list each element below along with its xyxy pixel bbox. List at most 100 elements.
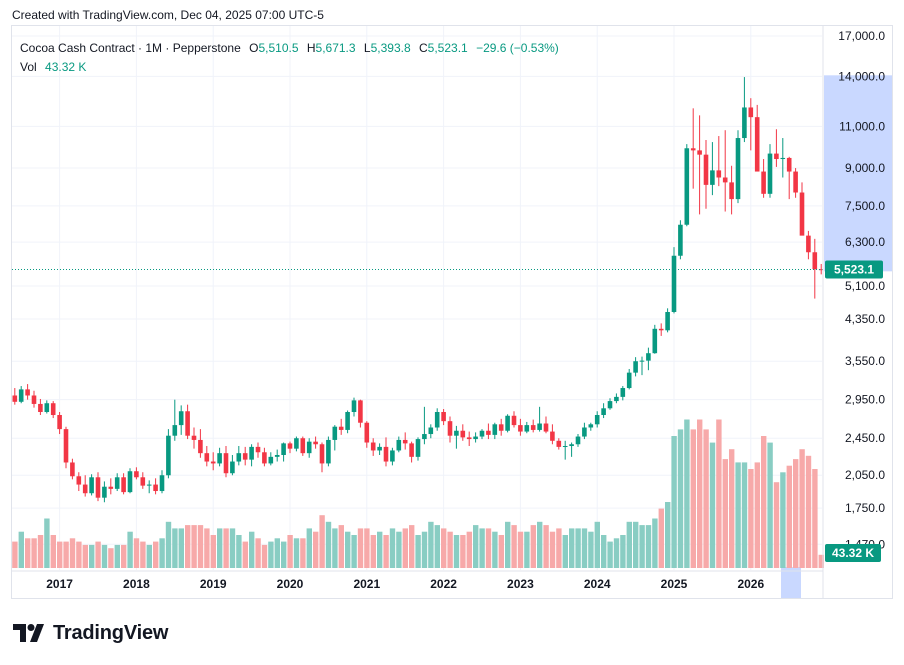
volume-bar <box>505 521 511 568</box>
high-value: 5,671.3 <box>315 41 356 55</box>
volume-bar <box>492 531 498 568</box>
volume-bar <box>633 521 639 568</box>
candle-body <box>780 157 786 160</box>
volume-bar <box>716 419 722 568</box>
close-value: 5,523.1 <box>427 41 468 55</box>
candle-body <box>185 411 190 436</box>
candle-body <box>89 477 94 494</box>
time-axis[interactable]: 2017 2018 2019 2020 2021 2022 2023 2024 2025 2026 <box>12 570 823 591</box>
candle-body <box>646 353 651 361</box>
volume-bar <box>613 538 620 568</box>
ohlc-row: Cocoa Cash Contract · 1M · Pepperstone O… <box>20 39 559 58</box>
candle-body <box>281 443 286 455</box>
candle-body <box>543 423 549 432</box>
candle-body <box>492 424 498 435</box>
candle-body <box>588 424 594 428</box>
candle-body <box>390 450 395 462</box>
candle-body <box>402 439 408 444</box>
volume-key[interactable]: Vol <box>20 60 37 74</box>
volume-bar <box>364 528 370 568</box>
volume-bar <box>735 462 741 568</box>
price-axis-highlight <box>824 75 892 272</box>
y-tick-label: 6,300.0 <box>845 235 885 249</box>
candle-body <box>607 401 613 409</box>
low-value: 5,393.8 <box>370 41 411 55</box>
tradingview-wordmark: TradingView <box>53 621 169 644</box>
volume-bar <box>754 462 760 568</box>
high-key: H <box>306 41 316 55</box>
volume-bar <box>697 419 703 568</box>
volume-bar <box>101 544 108 568</box>
volume-bar <box>44 518 50 568</box>
volume-bar <box>95 541 101 568</box>
volume-bar <box>415 535 421 568</box>
candle-body <box>95 477 101 498</box>
volume-bar <box>89 544 95 568</box>
price-axis[interactable]: 17,000.0 14,000.0 11,000.0 9,000.0 7,500.0 6,… <box>822 26 885 598</box>
volume-bar <box>473 525 479 568</box>
y-tick-label: 11,000.0 <box>839 119 885 133</box>
candle-body <box>326 439 331 464</box>
candle-body <box>793 171 798 193</box>
volume-bar <box>594 521 600 568</box>
volume-bar <box>543 525 549 568</box>
volume-bar <box>447 531 453 568</box>
volume-bar <box>620 535 626 568</box>
candle-body <box>799 192 805 236</box>
volume-bar <box>76 541 82 568</box>
symbol-title[interactable]: Cocoa Cash Contract · 1M · Pepperstone <box>20 41 241 55</box>
volume-bar <box>511 525 517 568</box>
candle-body <box>396 439 402 451</box>
candle-body <box>575 436 581 445</box>
candle-body <box>351 400 357 412</box>
candle-body <box>639 360 645 362</box>
volume-bar <box>722 459 728 568</box>
last-price-badge-bg <box>825 260 883 279</box>
volume-bar <box>748 469 754 568</box>
x-tick-label: 2023 <box>507 577 534 591</box>
candle-body <box>710 170 715 185</box>
candle-body <box>121 477 126 493</box>
volume-bar <box>172 528 178 568</box>
volume-value: 43.32 K <box>45 60 87 74</box>
y-tick-label: 3,550.0 <box>845 354 885 368</box>
last-price-badge: 5,523.1 <box>825 260 883 279</box>
candle-body <box>313 441 318 445</box>
volume-bar <box>338 525 344 568</box>
candle-body <box>518 425 523 432</box>
candle-body <box>761 171 766 194</box>
candle-body <box>473 436 478 440</box>
volume-bar <box>588 531 594 568</box>
volume-bar <box>799 449 805 568</box>
x-tick-label: 2017 <box>46 577 73 591</box>
volume-bar <box>69 538 76 568</box>
candle-body <box>601 408 606 416</box>
volume-bar <box>204 528 210 568</box>
last-volume-badge-bg <box>825 544 881 562</box>
x-tick-label: 2021 <box>353 577 380 591</box>
volume-bar <box>249 531 255 568</box>
candle-body <box>319 444 325 464</box>
candle-body <box>684 148 690 225</box>
x-tick-label: 2026 <box>737 577 764 591</box>
volume-bar <box>12 541 18 568</box>
close-key: C <box>419 41 428 55</box>
candle-body <box>454 430 459 436</box>
volume-bar <box>498 535 504 568</box>
volume-bar <box>389 528 396 568</box>
candle-body <box>665 311 670 331</box>
candle-body <box>153 484 158 492</box>
candle-body <box>332 426 338 440</box>
x-tick-label: 2019 <box>200 577 227 591</box>
volume-bar <box>57 541 63 568</box>
tradingview-logo[interactable]: TradingView <box>13 622 168 644</box>
volume-bar <box>665 502 671 568</box>
volume-bar <box>517 531 524 568</box>
candle-body <box>57 415 62 430</box>
volume-bar <box>281 541 287 568</box>
volume-bar <box>556 528 562 568</box>
volume-bar <box>178 528 184 568</box>
candle-body <box>767 153 773 194</box>
candlestick-series <box>12 77 824 503</box>
